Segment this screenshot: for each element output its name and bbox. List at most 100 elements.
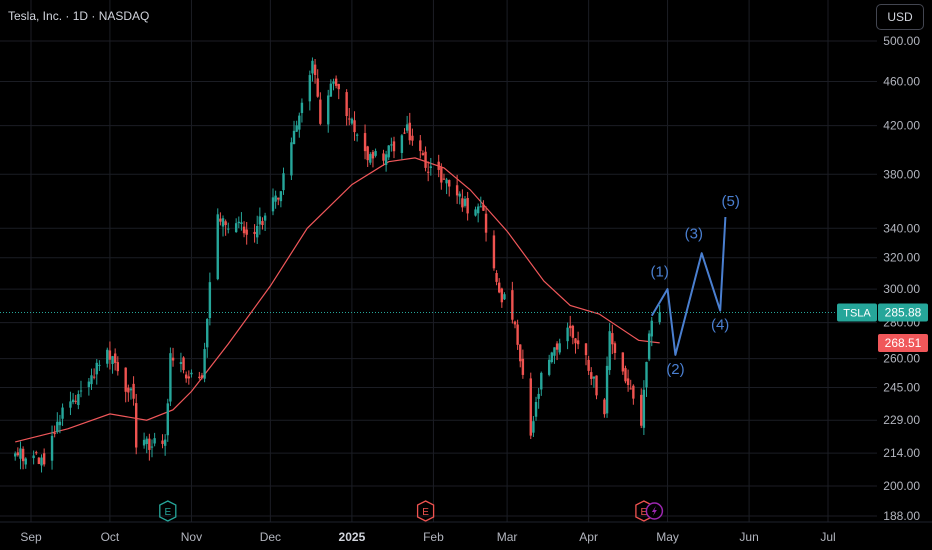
candle <box>424 146 427 172</box>
candle <box>206 318 209 358</box>
x-tick-label: Mar <box>497 530 518 544</box>
candle <box>421 150 425 156</box>
candle <box>240 212 243 231</box>
candle <box>608 322 611 375</box>
candle <box>353 111 356 141</box>
candle <box>626 369 630 392</box>
candle <box>258 207 262 235</box>
y-tick-label: 188.00 <box>883 509 920 523</box>
candle <box>584 342 588 366</box>
candle <box>24 457 27 469</box>
candle <box>40 454 43 473</box>
candle <box>150 439 154 458</box>
candle <box>208 272 212 326</box>
candle <box>590 367 593 386</box>
candle <box>592 376 596 388</box>
candle <box>261 217 264 230</box>
candle <box>587 355 590 375</box>
candle <box>566 322 569 350</box>
y-tick-label: 214.00 <box>883 446 920 460</box>
candle <box>484 206 488 242</box>
candle <box>169 347 172 407</box>
earnings-marker-label: E <box>164 507 171 518</box>
candle <box>605 356 609 418</box>
candle <box>161 434 164 449</box>
candle <box>198 371 201 380</box>
candle <box>440 163 443 190</box>
candle <box>337 83 340 100</box>
candle <box>216 208 219 281</box>
candle <box>611 324 614 355</box>
earnings-marker-label: E <box>641 507 648 518</box>
candle <box>179 352 183 373</box>
candle <box>245 221 248 245</box>
candle <box>319 92 322 126</box>
candle <box>111 355 114 374</box>
candle <box>124 367 127 403</box>
candle <box>127 384 130 402</box>
price-axis[interactable]: 188.00200.00214.00229.00245.00260.00280.… <box>837 34 928 523</box>
wave-label: (5) <box>722 193 740 210</box>
y-tick-label: 340.00 <box>883 221 920 235</box>
candle <box>329 79 333 97</box>
candle <box>537 388 540 409</box>
candle <box>298 112 301 138</box>
candle <box>56 412 59 434</box>
y-tick-label: 245.00 <box>883 380 920 394</box>
candle <box>466 191 469 221</box>
candle <box>479 196 482 208</box>
candle <box>263 212 267 232</box>
candle <box>290 137 293 181</box>
candle <box>366 145 369 167</box>
candle <box>658 304 661 325</box>
ma-price-label: 268.51 <box>885 336 922 350</box>
candle <box>647 330 651 362</box>
candle <box>253 224 256 243</box>
earnings-marker-icon[interactable]: E <box>416 500 435 522</box>
candle <box>547 354 551 377</box>
candle <box>277 197 280 206</box>
dividend-marker-icon[interactable] <box>645 502 664 520</box>
candle <box>300 98 304 123</box>
ma-price-badge <box>878 333 928 352</box>
wave-label: (3) <box>685 225 703 242</box>
candle <box>71 393 75 405</box>
candle <box>408 112 411 145</box>
y-tick-label: 500.00 <box>883 34 920 48</box>
earnings-marker-icon[interactable]: E <box>159 500 177 522</box>
candle <box>200 372 204 380</box>
candle <box>629 379 632 390</box>
candle <box>58 414 62 434</box>
y-tick-label: 300.00 <box>883 282 920 296</box>
candle <box>14 451 17 461</box>
y-tick-label: 420.00 <box>883 119 920 133</box>
last-price-badge <box>878 303 928 322</box>
time-axis[interactable]: Sep Oct Nov Dec 2025 Feb Mar Apr May Jun Jul <box>0 521 932 544</box>
candle <box>474 206 477 217</box>
wave-projection-layer: (1) (2) (3) (4) (5) <box>650 193 739 378</box>
candle <box>182 356 185 374</box>
candle <box>350 117 354 126</box>
candle <box>16 447 20 457</box>
candle <box>184 371 188 383</box>
candle <box>476 203 480 223</box>
candle <box>171 347 175 367</box>
y-tick-label: 460.00 <box>883 74 920 88</box>
candle <box>237 216 240 229</box>
candle <box>274 190 277 209</box>
elliott-wave-path[interactable] <box>650 216 727 356</box>
candle <box>21 446 25 470</box>
moving-average-layer <box>15 157 660 443</box>
currency-button[interactable]: USD <box>876 4 924 30</box>
candle <box>458 191 461 205</box>
candle <box>495 270 498 286</box>
candle <box>334 75 338 89</box>
candle <box>61 403 64 426</box>
candle <box>256 215 259 244</box>
candle <box>332 78 335 91</box>
candle <box>642 380 646 435</box>
candle <box>142 432 146 449</box>
candle <box>384 150 388 172</box>
